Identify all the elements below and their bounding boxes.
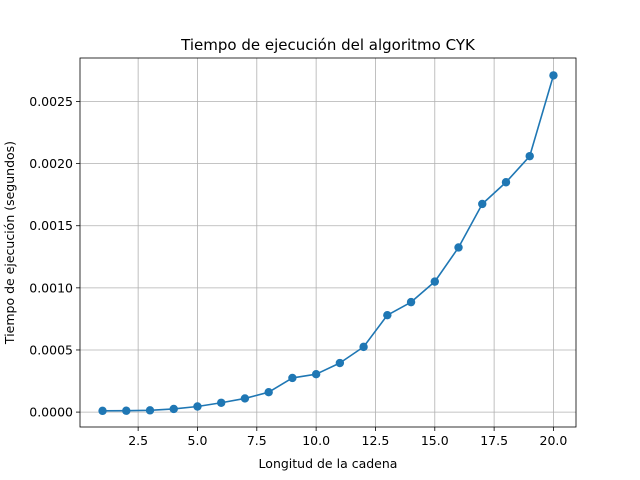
y-tick-label: 0.0000 — [29, 405, 73, 420]
y-tick-label: 0.0005 — [29, 342, 73, 357]
x-tick-label: 5.0 — [188, 433, 208, 448]
y-axis-label: Tiempo de ejecución (segundos) — [2, 141, 17, 345]
data-point — [169, 404, 178, 414]
data-point — [240, 394, 250, 403]
data-point — [217, 398, 226, 407]
data-point — [98, 406, 107, 416]
data-point — [525, 151, 534, 161]
data-point — [454, 243, 463, 252]
plot-frame — [79, 57, 577, 428]
data-point — [264, 388, 273, 397]
x-tick-label: 17.5 — [480, 433, 508, 448]
data-point — [288, 373, 297, 383]
data-point — [359, 342, 368, 352]
data-point — [145, 406, 155, 415]
chart-title: Tiempo de ejecución del algoritmo CYK — [180, 36, 476, 54]
data-point — [406, 297, 416, 307]
data-point — [549, 71, 558, 80]
series-line-group — [98, 71, 558, 416]
data-point — [430, 277, 439, 286]
data-point — [193, 402, 202, 411]
grid-lines — [80, 58, 576, 427]
y-tick-label: 0.0025 — [29, 94, 73, 109]
x-tick-label: 7.5 — [247, 433, 267, 448]
x-tick-label: 20.0 — [540, 433, 568, 448]
x-axis-label: Longitud de la cadena — [259, 456, 398, 471]
data-point — [335, 358, 345, 368]
data-point — [383, 310, 392, 320]
x-tick-label: 12.5 — [362, 433, 390, 448]
x-axis-ticks: 2.5 5.0 7.5 10.0 12.5 15.0 17.5 20.0 — [128, 427, 567, 448]
data-point — [478, 199, 487, 209]
data-point — [311, 369, 321, 379]
x-tick-label: 2.5 — [128, 433, 148, 448]
y-tick-label: 0.0020 — [29, 156, 73, 171]
y-tick-label: 0.0010 — [29, 280, 73, 295]
y-tick-label: 0.0015 — [29, 218, 73, 233]
data-point — [501, 178, 511, 187]
x-tick-label: 15.0 — [421, 433, 449, 448]
data-point — [122, 406, 131, 415]
x-tick-label: 10.0 — [302, 433, 330, 448]
y-axis-ticks: 0.0000 0.0005 0.0010 0.0015 0.0020 0.0025 — [29, 94, 80, 420]
